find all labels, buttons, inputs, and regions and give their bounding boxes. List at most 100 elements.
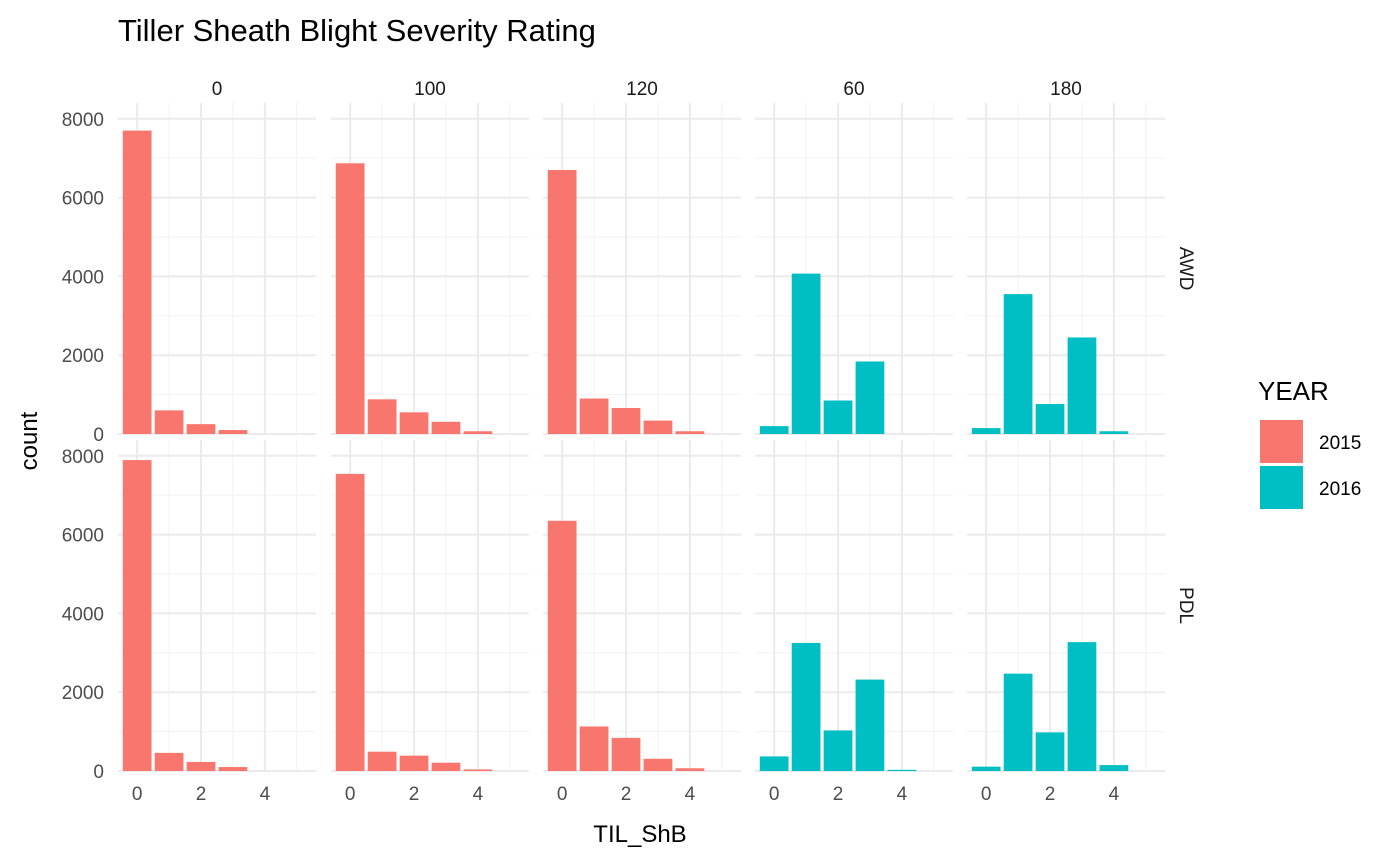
bar (218, 767, 248, 771)
bar (887, 769, 917, 771)
bar (1003, 673, 1033, 771)
legend-title: YEAR (1258, 376, 1329, 406)
bar (186, 761, 216, 771)
bar (367, 399, 397, 434)
x-tick-label: 0 (345, 784, 356, 805)
x-tick-label: 4 (1109, 784, 1120, 805)
legend-label-2016: 2016 (1319, 479, 1361, 500)
bar (399, 755, 429, 771)
y-tick-label: 6000 (62, 189, 104, 210)
legend-swatch-2016 (1260, 466, 1303, 509)
bar (335, 163, 365, 434)
bar (463, 431, 493, 434)
bar (791, 273, 821, 434)
bar (547, 169, 577, 434)
bar (855, 361, 885, 434)
bar (547, 520, 577, 771)
bar (791, 642, 821, 771)
bar (122, 460, 152, 771)
panel-100-AWD (331, 103, 529, 435)
bar (399, 412, 429, 434)
panel-120-AWD (543, 103, 741, 435)
y-axis-title: count (16, 411, 43, 470)
bar (122, 130, 152, 435)
bar (154, 752, 184, 771)
bar (579, 398, 609, 434)
bar (611, 407, 641, 434)
x-tick-label: 0 (769, 784, 780, 805)
bar (154, 410, 184, 434)
bar (759, 756, 789, 771)
bar (759, 426, 789, 434)
facet-panels: 0 100 120 60 180AWDPDL0200040006000800002000… (62, 79, 1196, 805)
column-strip-label: 0 (212, 79, 223, 100)
x-tick-label: 0 (981, 784, 992, 805)
panel-60-PDL (755, 440, 953, 772)
y-tick-label: 4000 (62, 267, 104, 288)
row-strip-label: PDL (1175, 587, 1196, 624)
column-strip-label: 180 (1050, 79, 1082, 100)
bar (611, 737, 641, 771)
x-tick-label: 2 (409, 784, 420, 805)
x-tick-label: 4 (473, 784, 484, 805)
panel-180-AWD (967, 103, 1165, 435)
bar (367, 751, 397, 771)
bar (1099, 431, 1129, 434)
row-strip-label: AWD (1175, 247, 1196, 291)
column-strip-label: 60 (843, 79, 864, 100)
bar (1035, 732, 1065, 771)
y-tick-label: 0 (93, 762, 104, 783)
x-axis-title: TIL_ShB (593, 821, 686, 848)
bar (431, 421, 461, 434)
bar (1003, 294, 1033, 434)
x-tick-label: 2 (833, 784, 844, 805)
legend: YEAR 2015 2016 (1258, 376, 1361, 509)
panel-180-PDL (967, 440, 1165, 772)
bar (1035, 404, 1065, 434)
bar (218, 430, 248, 434)
chart-title: Tiller Sheath Blight Severity Rating (118, 13, 596, 48)
panel-100-PDL (331, 440, 529, 772)
legend-swatch-2015 (1260, 420, 1303, 463)
x-tick-label: 2 (621, 784, 632, 805)
panel-0-AWD (118, 103, 316, 435)
panel-120-PDL (543, 440, 741, 772)
bar (855, 679, 885, 771)
legend-label-2015: 2015 (1319, 433, 1361, 454)
bar (1067, 337, 1097, 434)
panel-0-PDL (118, 440, 316, 772)
bar (335, 473, 365, 771)
y-tick-label: 6000 (62, 526, 104, 547)
x-tick-label: 0 (132, 784, 143, 805)
bar (675, 768, 705, 771)
x-tick-label: 4 (260, 784, 271, 805)
bar (675, 431, 705, 434)
y-tick-label: 4000 (62, 604, 104, 625)
bar (823, 730, 853, 771)
bar (431, 762, 461, 771)
column-strip-label: 120 (626, 79, 658, 100)
y-tick-label: 8000 (62, 110, 104, 131)
bar (643, 420, 673, 434)
bar (643, 758, 673, 771)
bar (823, 400, 853, 434)
bar (1099, 765, 1129, 771)
panel-60-AWD (755, 103, 953, 435)
x-tick-label: 2 (1045, 784, 1056, 805)
bar (463, 769, 493, 771)
bar (971, 428, 1001, 434)
bar (1067, 642, 1097, 771)
x-tick-label: 2 (196, 784, 207, 805)
column-strip-label: 100 (414, 79, 446, 100)
y-tick-label: 8000 (62, 447, 104, 468)
bar (579, 726, 609, 771)
y-tick-label: 2000 (62, 683, 104, 704)
y-tick-label: 0 (93, 425, 104, 446)
x-tick-label: 4 (685, 784, 696, 805)
bar (186, 424, 216, 434)
x-tick-label: 0 (557, 784, 568, 805)
y-tick-label: 2000 (62, 346, 104, 367)
bar (971, 766, 1001, 771)
x-tick-label: 4 (897, 784, 908, 805)
